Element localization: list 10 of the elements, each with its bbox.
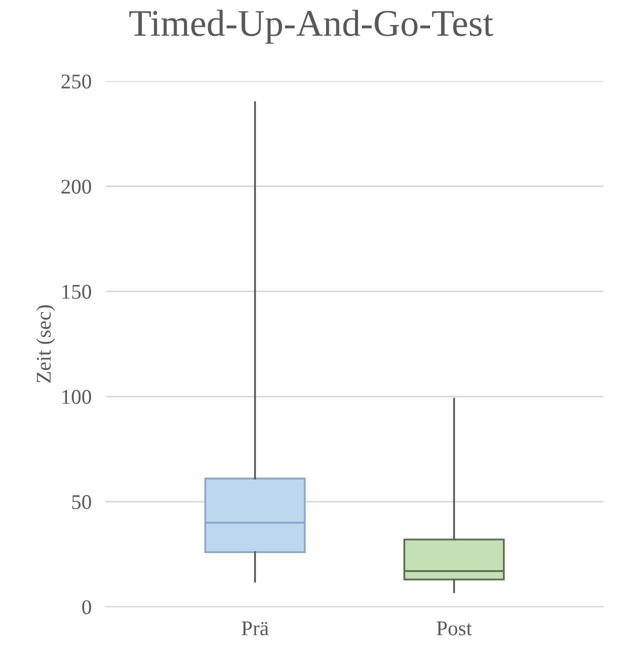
y-tick-label: 150 <box>62 284 92 299</box>
x-tick-label: Prä <box>242 622 269 636</box>
y-tick-label: 200 <box>62 180 92 194</box>
x-tick-label: Post <box>436 622 472 636</box>
y-tick-label: 250 <box>62 74 92 89</box>
chart-title: Timed-Up-And-Go-Test <box>129 10 494 44</box>
y-tick-label: 100 <box>62 390 92 404</box>
y-tick-label: 50 <box>72 495 92 510</box>
y-axis-title: Zeit (sec) <box>36 305 56 383</box>
y-tick-label: 0 <box>82 600 92 614</box>
